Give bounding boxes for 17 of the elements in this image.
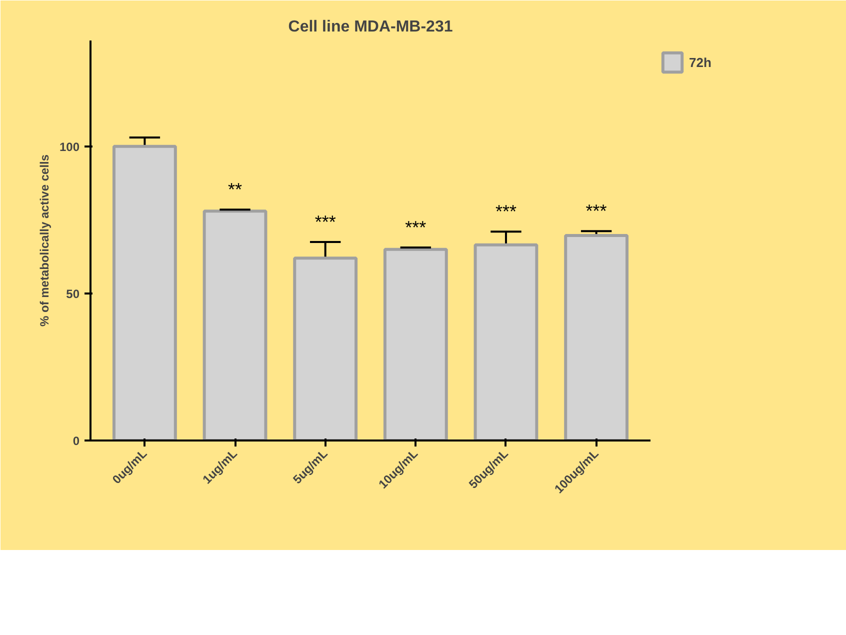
bar [383, 248, 448, 440]
y-tick-label: 50 [66, 286, 80, 301]
annotation: *** [586, 201, 607, 222]
legend-label: 72h [689, 54, 712, 70]
y-tick-label: 0 [72, 434, 80, 448]
chart-title: Cell line MDA-MB-231 [288, 18, 453, 36]
bar [112, 144, 177, 440]
annotation: ** [228, 180, 242, 200]
annotation: *** [495, 202, 516, 222]
y-axis-title: % of metabolically active cells [37, 154, 52, 327]
bar [202, 210, 268, 440]
annotation: *** [314, 212, 336, 232]
annotation: *** [405, 218, 426, 238]
bar [564, 234, 629, 440]
bar [474, 243, 538, 440]
bar [293, 256, 358, 440]
y-tick-label: 100 [59, 140, 80, 154]
